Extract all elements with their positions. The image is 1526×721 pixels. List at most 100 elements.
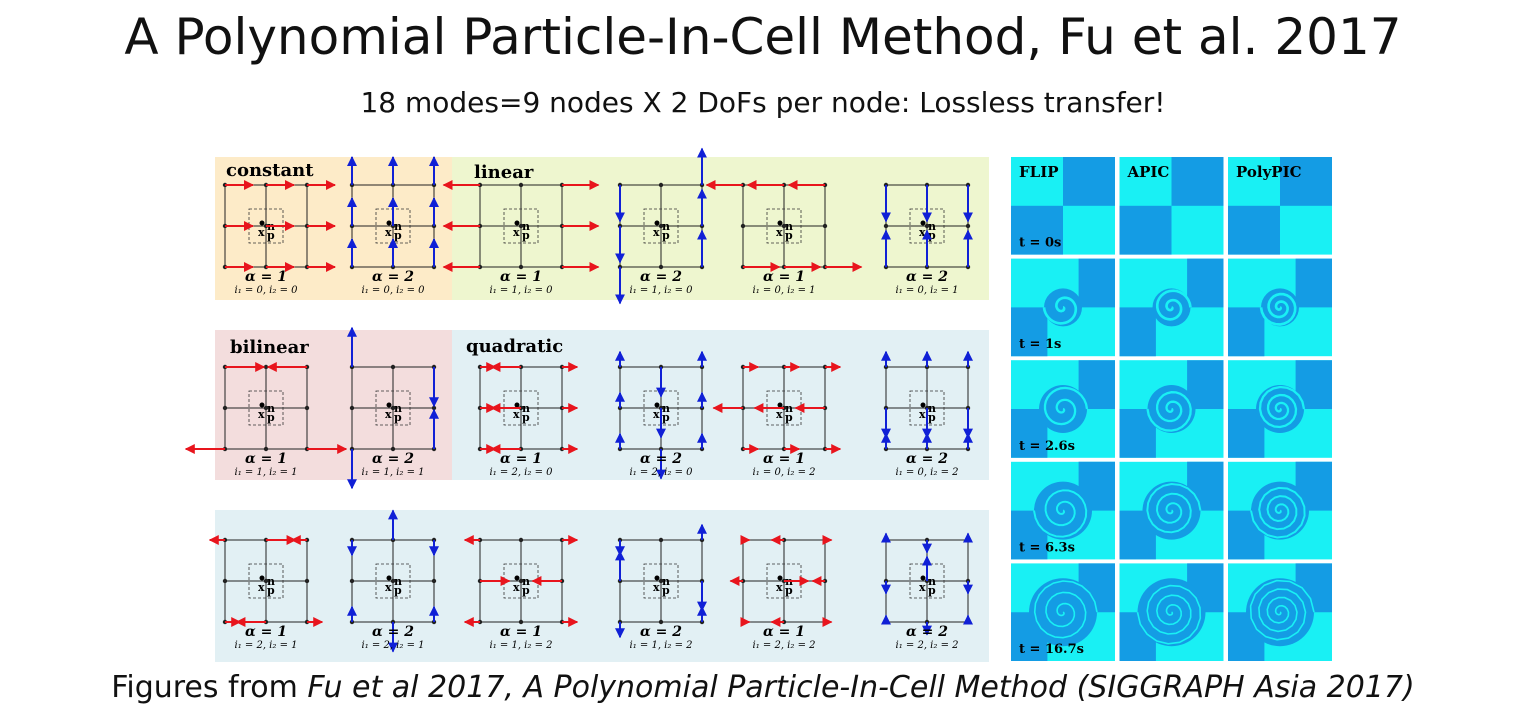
simulation-comparison-figure: t = 0s t = 1s t = 2.6s t = 6.3s t = 16.7s FLI… bbox=[1011, 157, 1332, 661]
particle-kernel-box bbox=[248, 390, 284, 426]
sim-tile-polypic-3 bbox=[1228, 360, 1332, 458]
grid-node bbox=[222, 405, 228, 411]
sim-tile-flip-5 bbox=[1011, 563, 1115, 661]
bilinear-group-bg bbox=[215, 330, 452, 480]
grid-node bbox=[431, 405, 437, 411]
mode-alpha-label: α = 2 bbox=[906, 451, 948, 467]
sim-region bbox=[1011, 409, 1048, 458]
particle-dot bbox=[777, 575, 783, 581]
particle-label-sup: n bbox=[394, 575, 402, 588]
particle-label-sup: n bbox=[662, 402, 670, 415]
mode-index-label: i₁ = 1, i₂ = 1 bbox=[362, 467, 425, 478]
sim-region bbox=[1119, 307, 1156, 357]
particle-label-sup: n bbox=[522, 402, 530, 415]
mode-index-label: i₁ = 1, i₂ = 2 bbox=[490, 640, 553, 651]
grid-node bbox=[740, 223, 746, 229]
sim-time-label: t = 0s bbox=[1019, 236, 1061, 251]
sim-tile-flip-1 bbox=[1011, 157, 1115, 255]
grid-node bbox=[390, 578, 396, 584]
sim-tile-polypic-5 bbox=[1228, 563, 1332, 661]
sim-tile-flip-3 bbox=[1011, 360, 1115, 458]
particle-label: x bbox=[653, 408, 660, 421]
sim-region bbox=[1295, 360, 1332, 409]
mode-index-label: i₁ = 0, i₂ = 0 bbox=[235, 285, 299, 296]
particle-label-sub: p bbox=[394, 229, 402, 242]
grid-node bbox=[965, 223, 971, 229]
sim-vortex bbox=[1034, 481, 1092, 540]
sim-time-label: t = 6.3s bbox=[1019, 540, 1075, 555]
grid-node bbox=[658, 264, 664, 270]
particle-label-sub: p bbox=[785, 411, 793, 424]
particle-label: x bbox=[919, 226, 926, 239]
particle-dot bbox=[386, 575, 392, 581]
sim-checker-cell bbox=[1011, 205, 1063, 255]
mode-alpha-label: α = 1 bbox=[763, 624, 805, 640]
caption-prefix: Figures from bbox=[111, 670, 308, 705]
grid-node bbox=[263, 405, 269, 411]
sim-swirl bbox=[1136, 584, 1202, 645]
mode-index-label: i₁ = 1, i₂ = 2 bbox=[630, 640, 693, 651]
sim-region bbox=[1119, 409, 1156, 458]
sim-region bbox=[1078, 360, 1115, 409]
mode-index-label: i₁ = 2, i₂ = 1 bbox=[235, 640, 298, 651]
particle-dot bbox=[920, 575, 926, 581]
particle-label-sup: n bbox=[267, 402, 275, 415]
particle-label-sub: p bbox=[662, 229, 670, 242]
mode-alpha-label: α = 2 bbox=[372, 269, 414, 285]
grid-node bbox=[390, 405, 396, 411]
sim-tile-polypic-1 bbox=[1228, 157, 1332, 255]
particle-dot bbox=[777, 402, 783, 408]
mode-diagram-figure: xnpxnpxnpxnpxnpxnpxnpxnpxnpxnpxnpxnpxnpx… bbox=[184, 147, 989, 662]
grid-node bbox=[822, 223, 828, 229]
grid-node bbox=[518, 264, 524, 270]
particle-dot bbox=[514, 220, 520, 226]
sim-swirl bbox=[1155, 289, 1192, 321]
particle-label-sub: p bbox=[928, 229, 936, 242]
particle-label-sub: p bbox=[394, 411, 402, 424]
particle-dot bbox=[920, 402, 926, 408]
sim-region bbox=[1228, 409, 1265, 458]
particle-label: x bbox=[385, 581, 392, 594]
particle-label: x bbox=[776, 581, 783, 594]
particle-kernel-box bbox=[766, 208, 802, 244]
particle-label-sub: p bbox=[928, 411, 936, 424]
sim-checker-cell bbox=[1280, 157, 1332, 206]
particle-dot bbox=[386, 220, 392, 226]
particle-label: x bbox=[919, 408, 926, 421]
slide-subtitle: 18 modes=9 nodes X 2 DoFs per node: Loss… bbox=[360, 86, 1166, 119]
grid-node bbox=[263, 446, 269, 452]
mode-index-label: i₁ = 1, i₂ = 0 bbox=[490, 285, 554, 296]
particle-label-sub: p bbox=[267, 411, 275, 424]
particle-dot bbox=[259, 402, 265, 408]
sim-tile-apic-1 bbox=[1119, 157, 1224, 255]
linear-group-bg bbox=[452, 157, 989, 300]
grid-node bbox=[658, 619, 664, 625]
particle-label: x bbox=[258, 226, 265, 239]
sim-swirl bbox=[1043, 386, 1089, 426]
sim-vortex bbox=[1251, 481, 1309, 540]
grid-node bbox=[390, 446, 396, 452]
particle-label-sub: p bbox=[394, 584, 402, 597]
group-label-linear: linear bbox=[474, 162, 534, 183]
particle-dot bbox=[514, 575, 520, 581]
particle-label-sup: n bbox=[785, 220, 793, 233]
mode-index-label: i₁ = 2, i₂ = 0 bbox=[490, 467, 554, 478]
particle-label: x bbox=[653, 581, 660, 594]
sim-tile-apic-2 bbox=[1119, 258, 1224, 357]
grid-node bbox=[924, 223, 930, 229]
sim-swirl bbox=[1249, 579, 1315, 641]
mode-alpha-label: α = 2 bbox=[640, 269, 682, 285]
caption-citation: Fu et al 2017, A Polynomial Particle-In-… bbox=[307, 670, 1415, 705]
particle-label: x bbox=[385, 226, 392, 239]
particle-label: x bbox=[513, 581, 520, 594]
particle-kernel-box bbox=[503, 208, 539, 244]
grid-node bbox=[518, 182, 524, 188]
particle-label-sup: n bbox=[394, 220, 402, 233]
sim-method-label-apic: APIC bbox=[1127, 163, 1170, 181]
higher-group-bg bbox=[215, 510, 989, 662]
mode-alpha-label: α = 1 bbox=[763, 451, 805, 467]
sim-vortex bbox=[1142, 481, 1201, 540]
particle-label: x bbox=[258, 581, 265, 594]
sim-region bbox=[1078, 258, 1115, 308]
mode-index-label: i₁ = 0, i₂ = 2 bbox=[896, 467, 959, 478]
